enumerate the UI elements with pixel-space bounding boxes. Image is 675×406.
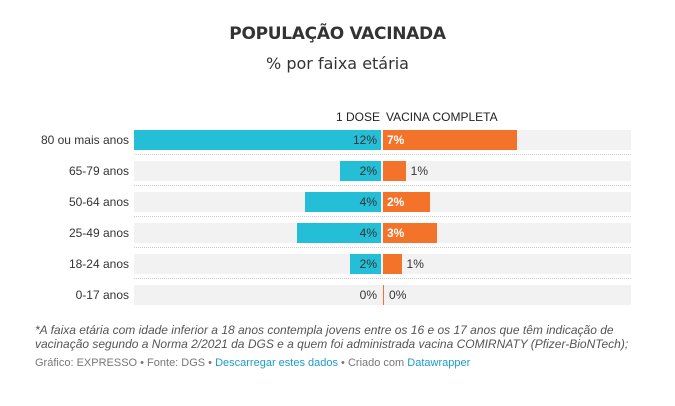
footnote: *A faixa etária com idade inferior a 18 … xyxy=(35,323,629,351)
bar-track xyxy=(134,223,631,243)
value-label-1-dose: 4% xyxy=(359,226,377,240)
row-separator xyxy=(134,247,631,248)
bar-1-dose xyxy=(304,192,381,212)
bar-track xyxy=(134,161,631,181)
value-label-vacina-completa: 3% xyxy=(387,226,405,240)
value-label-1-dose: 2% xyxy=(359,257,377,271)
row-separator xyxy=(134,216,631,217)
value-label-1-dose: 2% xyxy=(359,164,377,178)
bar-track xyxy=(134,285,631,305)
download-data-link[interactable]: Descarregar estes dados xyxy=(215,357,338,369)
source-line: Gráfico: EXPRESSO • Fonte: DGS • Descarr… xyxy=(35,357,470,369)
row-separator xyxy=(134,185,631,186)
value-label-vacina-completa: 0% xyxy=(389,288,407,302)
legend-vacina-completa: VACINA COMPLETA xyxy=(386,110,498,124)
chart-title: POPULAÇÃO VACINADA xyxy=(229,24,446,44)
bar-1-dose xyxy=(134,130,381,150)
value-label-1-dose: 0% xyxy=(359,288,377,302)
bar-1-dose xyxy=(339,161,381,181)
bar-vacina-completa xyxy=(383,254,402,274)
bar-track xyxy=(134,192,631,212)
bar-vacina-completa xyxy=(383,223,437,243)
bar-vacina-completa xyxy=(383,161,406,181)
row-separator xyxy=(134,154,631,155)
bar-track xyxy=(134,254,631,274)
source-text: Gráfico: EXPRESSO • Fonte: DGS • xyxy=(35,357,216,369)
legend-1-dose: 1 DOSE xyxy=(335,110,380,124)
bar-vacina-completa xyxy=(383,192,431,212)
row-label: 25-49 anos xyxy=(68,226,129,240)
value-label-1-dose: 4% xyxy=(359,195,377,209)
value-label-vacina-completa: 7% xyxy=(387,133,405,147)
value-label-vacina-completa: 1% xyxy=(406,257,424,271)
datawrapper-link[interactable]: Datawrapper xyxy=(407,357,471,369)
bar-vacina-completa xyxy=(383,130,517,150)
row-label: 50-64 anos xyxy=(68,195,129,209)
value-label-vacina-completa: 1% xyxy=(410,164,428,178)
value-label-1-dose: 12% xyxy=(352,133,377,147)
row-label: 80 ou mais anos xyxy=(40,133,129,147)
bar-1-dose xyxy=(296,223,381,243)
bar-1-dose xyxy=(350,254,381,274)
value-label-vacina-completa: 2% xyxy=(387,195,405,209)
row-separator xyxy=(134,278,631,279)
bar-vacina-completa xyxy=(383,285,385,305)
row-label: 0-17 anos xyxy=(75,288,129,302)
created-with-text: • Criado com xyxy=(338,357,408,369)
row-label: 18-24 anos xyxy=(68,257,129,271)
chart-subtitle: % por faixa etária xyxy=(266,54,409,73)
row-label: 65-79 anos xyxy=(68,164,129,178)
